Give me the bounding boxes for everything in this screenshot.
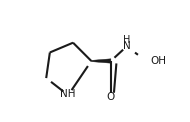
Text: NH: NH [60, 89, 76, 99]
Text: H: H [123, 35, 130, 45]
Text: N: N [123, 41, 131, 51]
Text: OH: OH [150, 56, 166, 66]
Polygon shape [91, 59, 111, 63]
Text: O: O [107, 92, 115, 102]
